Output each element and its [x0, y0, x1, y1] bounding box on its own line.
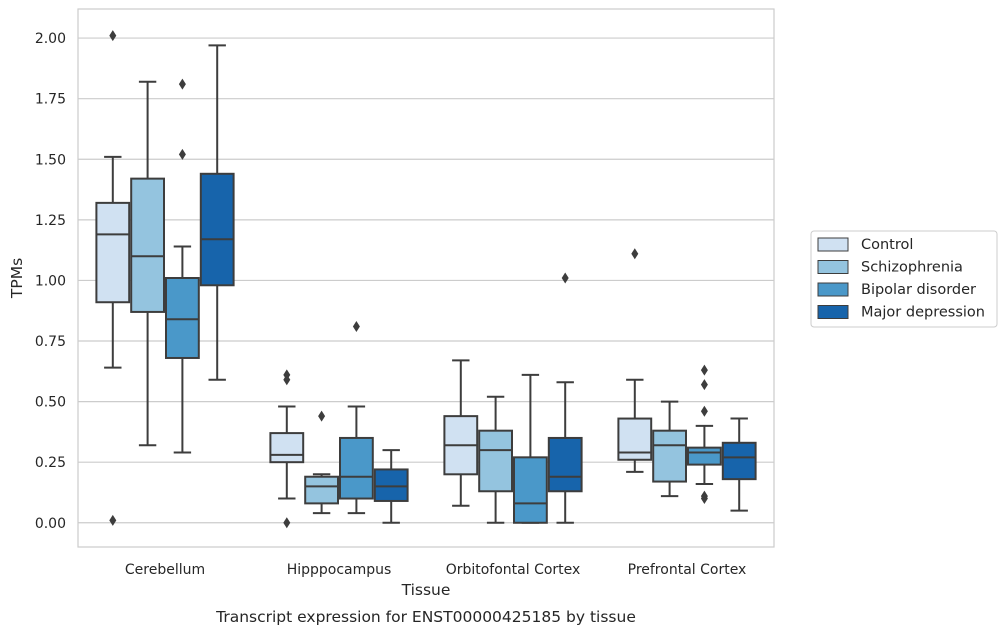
iqr-box [269, 432, 305, 464]
x-tick-label: Orbitofontal Cortex [446, 562, 581, 578]
iqr-box [687, 446, 722, 466]
y-axis-label: TPMs [8, 258, 26, 299]
y-tick-label: 1.25 [35, 213, 66, 229]
outlier-point [283, 374, 291, 386]
y-tick-label: 1.75 [35, 92, 66, 108]
legend-swatch [817, 305, 849, 319]
legend-swatch [817, 282, 849, 297]
box-major-depression [199, 44, 235, 381]
iqr-box [95, 201, 131, 304]
box-schizophrenia [652, 400, 688, 498]
x-tick-label: Prefrontal Cortex [628, 562, 747, 578]
iqr-box [165, 277, 200, 359]
y-tick-labels: 0.00 0.25 0.50 0.75 1.00 1.25 1.50 1.75 2.00 [35, 31, 66, 532]
legend-label: Bipolar disorder [861, 282, 976, 298]
outlier-point [109, 514, 117, 526]
x-tick-label: Cerebellum [125, 562, 205, 578]
plot-frame [77, 8, 775, 548]
chart-caption: Transcript expression for ENST0000042518… [215, 608, 636, 626]
outlier-point [631, 248, 639, 260]
box-control [269, 369, 305, 529]
box-major-depression [547, 272, 583, 524]
box-schizophrenia [478, 395, 514, 524]
x-tick-label: Hipppocampus [287, 562, 392, 578]
outlier-point [700, 364, 708, 376]
iqr-box [339, 436, 374, 500]
iqr-box [373, 468, 409, 502]
outlier-point [178, 148, 186, 160]
iqr-box [547, 436, 583, 493]
y-tick-label: 1.00 [35, 273, 66, 289]
legend-label: Control [861, 237, 913, 253]
outlier-point [561, 272, 569, 284]
box-major-depression [721, 417, 757, 512]
box-control [95, 30, 131, 526]
y-tick-label: 0.50 [35, 395, 66, 411]
box-bipolar-disorder [339, 320, 374, 515]
outlier-point [178, 78, 186, 90]
iqr-box [721, 441, 757, 481]
box-bipolar-disorder [513, 373, 548, 524]
legend-label: Major depression [861, 305, 985, 321]
outlier-point [283, 517, 291, 529]
legend-swatch [817, 260, 849, 274]
y-tick-label: 2.00 [35, 31, 66, 47]
box-bipolar-disorder [165, 78, 200, 454]
y-tick-label: 0.25 [35, 455, 66, 471]
x-axis-label: Tissue [401, 581, 451, 599]
legend-frame [810, 230, 998, 328]
box-major-depression [373, 449, 409, 524]
legend-swatch [817, 237, 849, 252]
box-schizophrenia [304, 410, 340, 515]
y-tick-label: 0.75 [35, 334, 66, 350]
iqr-box [478, 429, 514, 493]
boxes [95, 30, 757, 529]
outlier-point [700, 379, 708, 391]
x-tick-labels: Cerebellum Hipppocampus Orbitofontal Corte… [125, 562, 746, 578]
iqr-box [652, 429, 688, 483]
box-control [617, 248, 653, 473]
outlier-point [352, 320, 360, 332]
iqr-box [513, 456, 548, 524]
box-bipolar-disorder [687, 364, 722, 505]
box-schizophrenia [130, 80, 165, 447]
y-tick-label: 0.00 [35, 516, 66, 532]
y-tick-label: 1.50 [35, 152, 66, 168]
outlier-point [318, 410, 326, 422]
iqr-box [130, 177, 165, 313]
legend: Control Schizophrenia Bipolar disorder Majo… [810, 230, 998, 328]
outlier-point [109, 30, 117, 42]
iqr-box [304, 475, 340, 505]
legend-label: Schizophrenia [861, 260, 963, 276]
iqr-box [617, 417, 653, 461]
outlier-point [700, 493, 708, 505]
box-control [443, 359, 479, 507]
outlier-point [700, 405, 708, 417]
iqr-box [199, 172, 235, 287]
